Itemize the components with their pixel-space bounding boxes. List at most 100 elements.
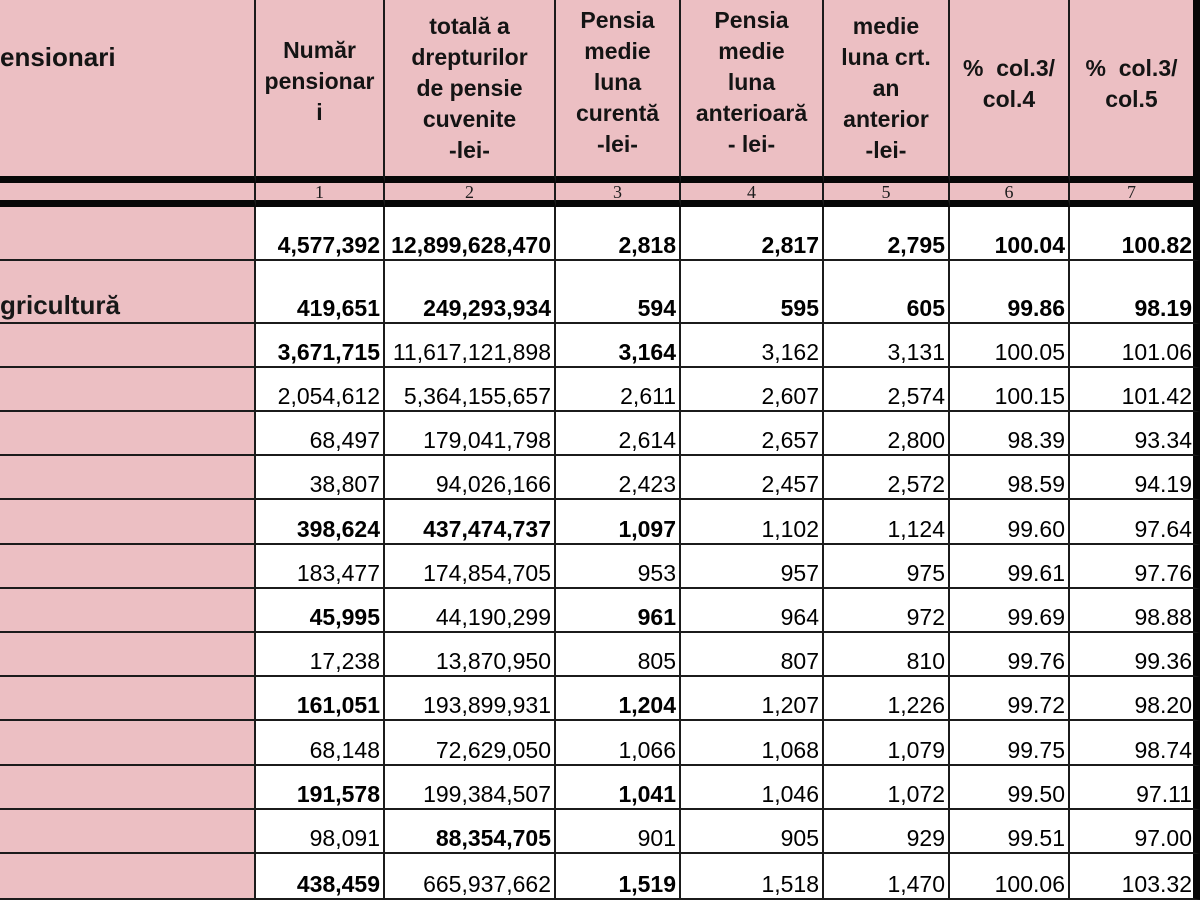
cell-r8-c2: 174,854,705 (385, 545, 556, 589)
row-label-6 (0, 456, 256, 500)
cell-r15-c7: 103.32 (1070, 854, 1200, 900)
column-header-numar-pensionari-label: Număr pensionar i (264, 36, 375, 125)
cell-r14-c3: 901 (556, 810, 681, 854)
column-header-suma-totala-label: totală a drepturilor de pensie cuvenite … (411, 12, 528, 163)
column-header-categories-label: ensionari (0, 42, 116, 72)
column-number-4: 4 (681, 183, 824, 207)
row-label-9 (0, 589, 256, 633)
cell-r7-c6: 99.60 (950, 500, 1070, 545)
cell-r15-c1: 438,459 (256, 854, 385, 900)
cell-r5-c2: 179,041,798 (385, 412, 556, 456)
cell-r9-c3: 961 (556, 589, 681, 633)
cell-r15-c6: 100.06 (950, 854, 1070, 900)
cell-r1-c2: 12,899,628,470 (385, 207, 556, 261)
cell-r4-c3: 2,611 (556, 368, 681, 412)
cell-r13-c3: 1,041 (556, 766, 681, 810)
cell-r3-c1: 3,671,715 (256, 324, 385, 368)
column-header-pct-col3-col4: % col.3/ col.4 (950, 0, 1070, 183)
cell-r10-c1: 17,238 (256, 633, 385, 677)
cell-r13-c4: 1,046 (681, 766, 824, 810)
cell-r9-c4: 964 (681, 589, 824, 633)
cell-r11-c3: 1,204 (556, 677, 681, 721)
row-label-4 (0, 368, 256, 412)
cell-r3-c3: 3,164 (556, 324, 681, 368)
cell-r14-c4: 905 (681, 810, 824, 854)
cell-r5-c7: 93.34 (1070, 412, 1200, 456)
cell-r2-c5: 605 (824, 261, 950, 324)
cell-r7-c4: 1,102 (681, 500, 824, 545)
column-number-stub (0, 183, 256, 207)
cell-r14-c1: 98,091 (256, 810, 385, 854)
cell-r12-c6: 99.75 (950, 721, 1070, 766)
cell-r12-c2: 72,629,050 (385, 721, 556, 766)
cell-r3-c4: 3,162 (681, 324, 824, 368)
cell-r13-c1: 191,578 (256, 766, 385, 810)
cell-r12-c1: 68,148 (256, 721, 385, 766)
row-label-14 (0, 810, 256, 854)
cell-r12-c4: 1,068 (681, 721, 824, 766)
cell-r10-c7: 99.36 (1070, 633, 1200, 677)
row-label-1 (0, 207, 256, 261)
cell-r8-c3: 953 (556, 545, 681, 589)
cell-r6-c2: 94,026,166 (385, 456, 556, 500)
cell-r5-c5: 2,800 (824, 412, 950, 456)
cell-r7-c2: 437,474,737 (385, 500, 556, 545)
cell-r15-c4: 1,518 (681, 854, 824, 900)
cell-r11-c4: 1,207 (681, 677, 824, 721)
column-header-categories: ensionari (0, 0, 256, 183)
cell-r2-c3: 594 (556, 261, 681, 324)
cell-r14-c6: 99.51 (950, 810, 1070, 854)
cell-r3-c6: 100.05 (950, 324, 1070, 368)
column-header-suma-totala: totală a drepturilor de pensie cuvenite … (385, 0, 556, 183)
cell-r6-c3: 2,423 (556, 456, 681, 500)
cell-r4-c4: 2,607 (681, 368, 824, 412)
cell-r1-c5: 2,795 (824, 207, 950, 261)
column-header-pct-col3-col5-label: % col.3/ col.5 (1085, 55, 1178, 112)
cell-r4-c7: 101.42 (1070, 368, 1200, 412)
cell-r1-c1: 4,577,392 (256, 207, 385, 261)
cell-r5-c1: 68,497 (256, 412, 385, 456)
cell-r6-c6: 98.59 (950, 456, 1070, 500)
column-header-pct-col3-col5: % col.3/ col.5 (1070, 0, 1200, 183)
column-number-2: 2 (385, 183, 556, 207)
cell-r4-c2: 5,364,155,657 (385, 368, 556, 412)
cell-r5-c6: 98.39 (950, 412, 1070, 456)
cell-r6-c7: 94.19 (1070, 456, 1200, 500)
column-number-3: 3 (556, 183, 681, 207)
cell-r10-c6: 99.76 (950, 633, 1070, 677)
cell-r2-c1: 419,651 (256, 261, 385, 324)
cell-r6-c5: 2,572 (824, 456, 950, 500)
cell-r3-c2: 11,617,121,898 (385, 324, 556, 368)
cell-r2-c6: 99.86 (950, 261, 1070, 324)
row-label-13 (0, 766, 256, 810)
column-header-medie-an-anterior: medie luna crt. an anterior -lei- (824, 0, 950, 183)
cell-r5-c3: 2,614 (556, 412, 681, 456)
row-label-7 (0, 500, 256, 545)
cell-r10-c5: 810 (824, 633, 950, 677)
cell-r13-c7: 97.11 (1070, 766, 1200, 810)
cell-r13-c6: 99.50 (950, 766, 1070, 810)
row-label-8 (0, 545, 256, 589)
cell-r9-c7: 98.88 (1070, 589, 1200, 633)
cell-r8-c1: 183,477 (256, 545, 385, 589)
row-label-3 (0, 324, 256, 368)
cell-r2-c7: 98.19 (1070, 261, 1200, 324)
cell-r2-c4: 595 (681, 261, 824, 324)
cell-r7-c1: 398,624 (256, 500, 385, 545)
cell-r13-c2: 199,384,507 (385, 766, 556, 810)
cell-r4-c6: 100.15 (950, 368, 1070, 412)
cell-r11-c6: 99.72 (950, 677, 1070, 721)
row-label-11 (0, 677, 256, 721)
cell-r4-c1: 2,054,612 (256, 368, 385, 412)
row-label-10 (0, 633, 256, 677)
cell-r10-c4: 807 (681, 633, 824, 677)
cell-r8-c6: 99.61 (950, 545, 1070, 589)
cell-r10-c2: 13,870,950 (385, 633, 556, 677)
column-number-1: 1 (256, 183, 385, 207)
column-header-medie-an-anterior-label: medie luna crt. an anterior -lei- (841, 12, 931, 163)
cell-r11-c2: 193,899,931 (385, 677, 556, 721)
cell-r14-c5: 929 (824, 810, 950, 854)
cell-r4-c5: 2,574 (824, 368, 950, 412)
cell-r11-c7: 98.20 (1070, 677, 1200, 721)
